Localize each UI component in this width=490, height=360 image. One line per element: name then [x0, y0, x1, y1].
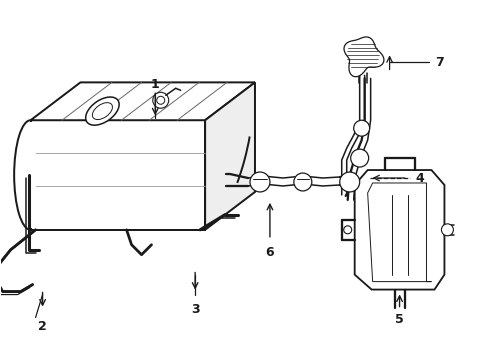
Circle shape — [354, 120, 369, 136]
Text: 5: 5 — [395, 313, 404, 326]
Circle shape — [340, 172, 360, 192]
Text: 1: 1 — [151, 78, 160, 91]
Circle shape — [351, 149, 368, 167]
Text: 3: 3 — [191, 303, 199, 316]
Polygon shape — [355, 170, 444, 289]
Text: 7: 7 — [435, 56, 444, 69]
Circle shape — [441, 224, 453, 236]
Text: 2: 2 — [38, 320, 47, 333]
Polygon shape — [30, 82, 255, 120]
Polygon shape — [344, 37, 384, 77]
Polygon shape — [30, 120, 205, 230]
Circle shape — [294, 173, 312, 191]
Text: 4: 4 — [415, 171, 424, 185]
Ellipse shape — [92, 103, 112, 120]
Circle shape — [343, 226, 352, 234]
Text: 6: 6 — [266, 246, 274, 259]
Circle shape — [250, 172, 270, 192]
Polygon shape — [12, 122, 36, 228]
Polygon shape — [368, 183, 432, 282]
Circle shape — [157, 96, 165, 104]
Polygon shape — [205, 82, 255, 230]
Ellipse shape — [86, 97, 119, 125]
Polygon shape — [0, 230, 36, 294]
Circle shape — [153, 92, 169, 108]
